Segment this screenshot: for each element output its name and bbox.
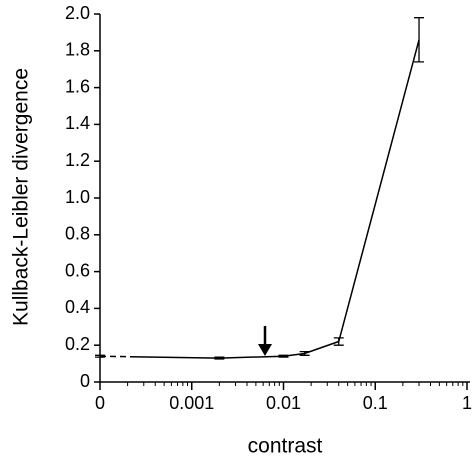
y-tick-label: 1.8	[65, 40, 90, 60]
y-tick-label: 1.0	[65, 187, 90, 207]
x-tick-label: 0.001	[169, 393, 214, 413]
x-tick-label: 1	[462, 393, 472, 413]
y-tick-label: 0.6	[65, 260, 90, 280]
x-tick-label: 0.01	[266, 393, 301, 413]
y-tick-label: 0	[80, 371, 90, 391]
x-tick-label: 0	[95, 393, 105, 413]
line-connector	[129, 355, 220, 359]
y-tick-label: 0.8	[65, 224, 90, 244]
y-tick-label: 1.4	[65, 113, 90, 133]
x-tick-label: 0.1	[363, 393, 388, 413]
y-axis-label: Kullback-Leibler divergence	[10, 68, 33, 326]
error-bar	[95, 354, 105, 358]
error-bar	[299, 350, 310, 356]
y-tick-label: 0.2	[65, 334, 90, 354]
error-bar	[278, 354, 289, 358]
y-tick-label: 0.4	[65, 297, 90, 317]
error-bar	[414, 17, 425, 63]
error-bar	[333, 337, 344, 346]
y-tick-label: 2.0	[65, 3, 90, 23]
y-tick-label: 1.2	[65, 150, 90, 170]
x-axis-label: contrast	[248, 435, 323, 458]
error-bar	[214, 356, 225, 360]
data-line	[219, 39, 420, 359]
y-tick-label: 1.6	[65, 76, 90, 96]
arrow	[258, 326, 272, 356]
